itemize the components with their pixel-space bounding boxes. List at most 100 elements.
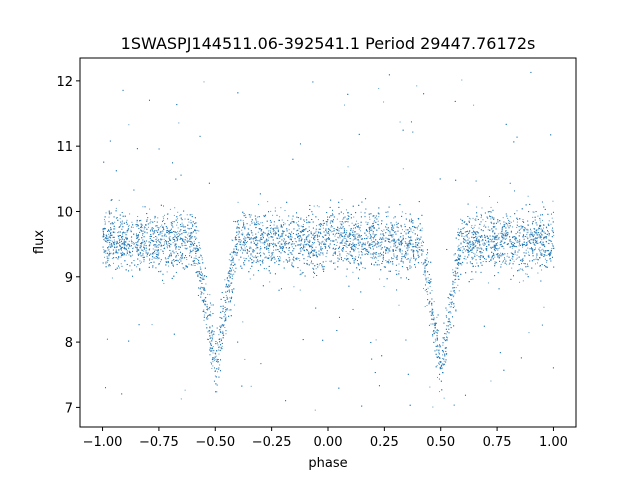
data-point xyxy=(205,323,207,325)
data-point xyxy=(464,239,466,241)
data-point xyxy=(307,256,309,258)
data-point xyxy=(391,236,393,238)
data-point xyxy=(229,297,231,299)
data-point xyxy=(313,205,315,207)
data-point xyxy=(342,244,344,246)
data-point xyxy=(489,246,491,248)
data-point xyxy=(519,242,520,244)
data-point xyxy=(552,244,554,246)
data-point xyxy=(426,254,428,256)
data-point xyxy=(293,286,295,288)
data-point xyxy=(236,234,238,236)
data-point xyxy=(416,242,418,244)
data-point xyxy=(166,247,168,249)
data-point xyxy=(438,363,440,365)
data-point xyxy=(231,274,233,276)
data-point xyxy=(186,257,188,258)
data-point xyxy=(253,221,255,223)
data-point xyxy=(356,225,358,227)
data-point xyxy=(392,235,394,237)
data-point xyxy=(267,243,269,245)
data-point xyxy=(494,261,496,263)
data-point xyxy=(516,254,518,256)
data-point xyxy=(513,260,515,262)
data-point xyxy=(404,223,406,225)
data-point xyxy=(120,249,122,251)
data-point xyxy=(530,230,532,232)
data-point xyxy=(487,226,489,228)
data-point xyxy=(207,293,209,295)
data-point xyxy=(203,309,205,311)
data-point xyxy=(492,238,494,240)
scatter-points xyxy=(102,71,555,411)
data-point xyxy=(526,228,528,230)
data-point xyxy=(195,258,197,260)
data-point xyxy=(203,319,205,321)
data-point xyxy=(461,219,463,221)
data-point xyxy=(506,243,508,245)
data-point xyxy=(481,252,483,254)
data-point xyxy=(154,246,156,248)
data-point xyxy=(470,241,472,243)
data-point xyxy=(442,344,444,346)
data-point xyxy=(400,225,402,227)
data-point xyxy=(244,247,246,249)
data-point xyxy=(367,222,369,224)
data-point xyxy=(526,236,528,238)
data-point xyxy=(126,239,128,241)
data-point xyxy=(177,211,179,213)
data-point xyxy=(181,244,183,246)
data-point xyxy=(390,246,392,248)
data-point xyxy=(284,210,286,212)
data-point xyxy=(399,121,401,123)
data-point xyxy=(544,258,546,260)
data-point xyxy=(316,236,318,238)
data-point xyxy=(373,255,375,257)
data-point xyxy=(516,257,518,259)
data-point xyxy=(385,226,387,228)
data-point xyxy=(488,254,490,256)
data-point xyxy=(514,250,516,252)
data-point xyxy=(233,261,235,263)
data-point xyxy=(161,238,163,240)
data-point xyxy=(149,208,151,210)
data-point xyxy=(282,233,284,235)
data-point xyxy=(369,246,371,248)
data-point xyxy=(177,218,179,220)
data-point xyxy=(342,222,344,224)
data-point xyxy=(357,223,359,224)
data-point xyxy=(232,240,234,242)
data-point xyxy=(114,231,116,233)
data-point xyxy=(498,257,500,259)
data-point xyxy=(434,340,436,342)
data-point xyxy=(177,231,179,233)
data-point xyxy=(221,347,223,349)
data-point xyxy=(156,245,158,247)
data-point xyxy=(308,254,310,256)
data-point xyxy=(122,233,124,235)
data-point xyxy=(154,252,156,254)
data-point xyxy=(479,240,481,242)
data-point xyxy=(121,253,123,255)
data-point xyxy=(260,242,262,244)
data-point xyxy=(154,216,156,218)
data-point xyxy=(497,201,499,203)
data-point xyxy=(448,298,450,300)
data-point xyxy=(175,235,177,237)
data-point xyxy=(160,270,162,272)
data-point xyxy=(499,223,501,225)
data-point xyxy=(364,242,366,244)
data-point xyxy=(118,249,120,251)
data-point xyxy=(372,222,374,224)
data-point xyxy=(365,250,367,252)
data-point xyxy=(267,230,269,232)
data-point xyxy=(154,232,156,234)
data-point xyxy=(178,234,180,236)
data-point xyxy=(387,215,389,217)
data-point xyxy=(494,232,496,234)
data-point xyxy=(149,248,151,250)
data-point xyxy=(190,219,192,221)
data-point xyxy=(474,240,476,242)
data-point xyxy=(284,242,286,244)
